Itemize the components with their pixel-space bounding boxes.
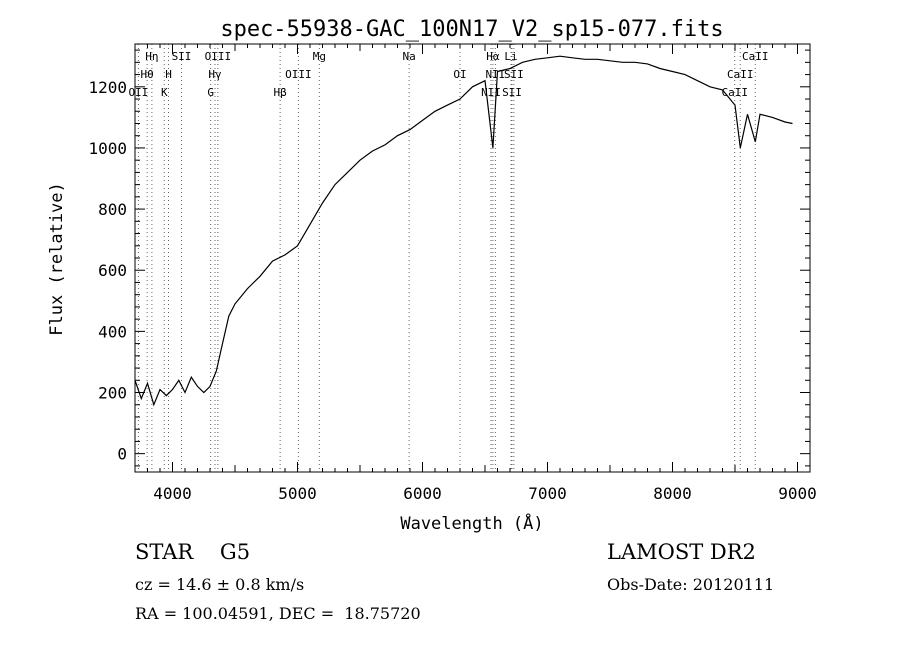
- line-marker-label: Hγ: [208, 68, 222, 81]
- redshift-cz: cz = 14.6 ± 0.8 km/s: [135, 575, 305, 594]
- line-marker-label: Na: [403, 50, 416, 63]
- object-class: STAR G5: [135, 540, 251, 564]
- line-marker-label: Hα: [486, 50, 500, 63]
- x-tick-label: 5000: [278, 484, 317, 503]
- line-marker-label: Li: [504, 50, 517, 63]
- line-marker-label: NII: [481, 86, 501, 99]
- line-marker-label: G: [207, 86, 214, 99]
- line-marker-label: K: [161, 86, 168, 99]
- x-axis-label: Wavelength (Å): [400, 512, 543, 534]
- survey-name: LAMOST DR2: [607, 540, 756, 564]
- line-marker-label: OI: [453, 68, 466, 81]
- y-tick-label: 600: [98, 261, 127, 280]
- y-tick-label: 200: [98, 384, 127, 403]
- line-marker-label: SII: [502, 86, 522, 99]
- x-tick-label: 6000: [403, 484, 442, 503]
- line-marker-label: SII: [172, 50, 192, 63]
- x-tick-label: 4000: [153, 484, 192, 503]
- line-marker-label: CaII: [722, 86, 749, 99]
- line-marker-label: Mg: [313, 50, 326, 63]
- plot-area: HηHθOIISIIHKOIIIHγGMgOIIIHβNaOINIILiNIIS…: [88, 43, 817, 503]
- line-marker-label: OIII: [205, 50, 232, 63]
- plot-frame: [134, 43, 811, 473]
- line-marker-label: Hη: [145, 50, 158, 63]
- line-marker-label: CaII: [742, 50, 769, 63]
- line-marker-label: SII: [504, 68, 524, 81]
- line-marker-label: CaII: [727, 68, 754, 81]
- line-marker-label: OII: [128, 86, 148, 99]
- y-axis-label: Flux (relative): [47, 182, 67, 336]
- line-marker-label: OIII: [285, 68, 312, 81]
- x-tick-label: 9000: [778, 484, 817, 503]
- y-tick-label: 1000: [88, 139, 127, 158]
- observation-date: Obs-Date: 20120111: [607, 575, 775, 594]
- x-tick-label: 8000: [653, 484, 692, 503]
- y-tick-label: 0: [117, 445, 127, 464]
- x-tick-label: 7000: [528, 484, 567, 503]
- chart-title: spec-55938-GAC_100N17_V2_sp15-077.fits: [220, 17, 723, 42]
- spectrum-line: [134, 55, 793, 407]
- y-tick-label: 1200: [88, 78, 127, 97]
- y-tick-label: 800: [98, 200, 127, 219]
- line-marker-label: Hθ: [141, 68, 154, 81]
- line-marker-label: Hβ: [274, 86, 288, 99]
- line-marker-label: H: [165, 68, 172, 81]
- sky-coordinates: RA = 100.04591, DEC = 18.75720: [135, 604, 421, 623]
- y-tick-label: 400: [98, 322, 127, 341]
